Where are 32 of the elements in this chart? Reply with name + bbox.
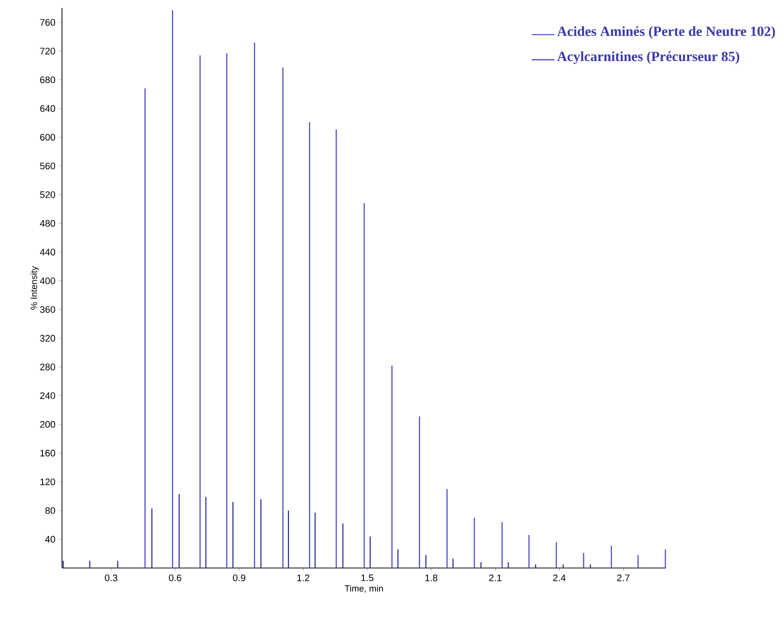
y-tick-label: 360 (40, 306, 56, 313)
y-tick-label: 280 (40, 364, 56, 370)
x-tick-label: 0.9 (232, 574, 246, 582)
y-tick-label: 80 (45, 507, 56, 514)
y-tick-label: 200 (40, 421, 56, 428)
y-tick-label: 600 (40, 134, 56, 141)
y-tick-label: 440 (40, 248, 56, 256)
y-tick-label: 320 (40, 334, 56, 342)
y-tick-label: 640 (40, 105, 56, 112)
x-tick-label: 1.5 (361, 574, 374, 582)
y-tick-label: 400 (40, 277, 56, 284)
y-tick-label: 720 (40, 48, 56, 54)
legend-label: Acides Aminés (Perte de Neutre 102) (557, 26, 775, 39)
y-tick-label: 240 (40, 392, 56, 400)
x-tick-label: 2.7 (617, 574, 630, 582)
y-tick-label: 120 (40, 478, 56, 486)
y-tick-label: 520 (40, 191, 56, 198)
y-tick-label: 760 (40, 19, 56, 26)
x-tick-label: 2.4 (553, 574, 566, 582)
y-tick-label: 480 (40, 220, 56, 227)
x-tick-label: 0.3 (104, 574, 118, 582)
y-tick-label: 560 (40, 162, 56, 170)
x-axis-title: Time, min (344, 585, 383, 593)
x-tick-label: 1.8 (425, 574, 438, 582)
y-tick-label: 680 (40, 76, 56, 84)
y-tick-label: 40 (45, 536, 56, 543)
x-tick-label: 2.1 (489, 574, 502, 582)
y-axis-title: % Intensity (30, 266, 39, 310)
y-tick-label: 160 (40, 450, 56, 456)
x-tick-label: 1.2 (297, 574, 310, 582)
legend-label: Acylcarnitines (Précurseur 85) (557, 51, 740, 64)
x-tick-label: 0.6 (168, 574, 182, 582)
